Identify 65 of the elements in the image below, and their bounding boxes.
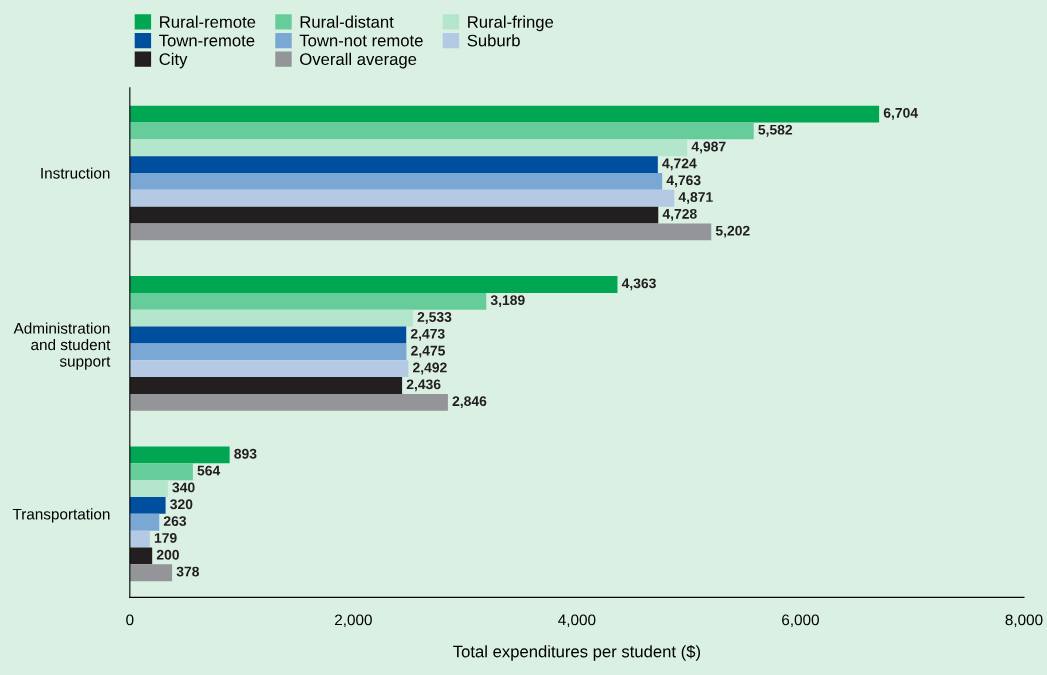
bar	[129, 446, 230, 464]
data-label: 2,475	[411, 345, 445, 358]
data-label: 2,492	[413, 362, 447, 375]
data-label: 5,582	[758, 124, 793, 137]
legend-label: Town-remote	[159, 34, 255, 47]
bar	[129, 105, 880, 123]
bar	[129, 326, 407, 344]
data-label: 564	[197, 465, 221, 476]
bar	[129, 292, 487, 310]
legend-label: City	[159, 52, 188, 69]
bar	[129, 393, 448, 411]
data-label: 4,871	[678, 192, 713, 204]
bar	[129, 547, 153, 565]
data-label: 2,436	[406, 379, 441, 392]
bar	[129, 206, 659, 224]
data-label: 340	[172, 482, 195, 493]
data-label: 3,189	[490, 295, 525, 308]
x-tick-label: 2,000	[335, 614, 372, 628]
y-tick-label: Instruction	[41, 167, 110, 179]
data-label: 378	[176, 566, 199, 577]
data-label: 4,763	[666, 175, 701, 188]
data-label: 263	[163, 516, 187, 527]
data-label: 6,704	[883, 107, 918, 120]
x-tick-label: 4,000	[558, 614, 596, 628]
data-label: 4,724	[662, 158, 697, 171]
data-label: 4,728	[662, 208, 697, 221]
data-label: 2,533	[417, 312, 452, 324]
bar	[129, 343, 407, 361]
legend-label: Rural-distant	[300, 15, 394, 28]
legend-label: Suburb	[467, 34, 520, 47]
data-label: 200	[156, 549, 179, 560]
data-label: 5,202	[715, 225, 750, 238]
legend-label: Rural-fringe	[468, 15, 554, 32]
bar	[129, 513, 160, 531]
x-tick-label: 6,000	[782, 614, 819, 628]
data-label: 2,473	[410, 328, 445, 341]
bar	[129, 309, 413, 327]
data-label: 2,846	[452, 396, 487, 409]
bar	[129, 360, 409, 378]
x-axis-title: Total expenditures per student ($)	[453, 644, 701, 661]
legend-label: Overall average	[300, 52, 417, 69]
bar	[129, 276, 618, 293]
y-tick-label: Transportation	[12, 508, 110, 523]
bar	[129, 377, 403, 394]
bar	[129, 156, 658, 173]
bar	[129, 480, 168, 498]
data-label: 179	[154, 533, 177, 543]
bar	[129, 189, 675, 207]
y-tick-label: Administration and student support	[13, 322, 111, 370]
legend-label: Town-not remote	[299, 34, 423, 47]
data-label: 320	[170, 499, 193, 510]
bar	[129, 463, 193, 481]
bar	[129, 122, 754, 140]
bar	[129, 172, 663, 190]
data-label: 4,987	[691, 141, 726, 154]
bar	[129, 139, 688, 157]
data-label: 893	[234, 448, 257, 459]
bar	[129, 530, 150, 548]
legend-label: Rural-remote	[160, 15, 256, 28]
data-label: 4,363	[621, 278, 656, 291]
bar	[129, 223, 712, 241]
bar	[129, 564, 173, 582]
bar	[129, 497, 166, 514]
x-tick-label: 8,000	[1005, 614, 1043, 628]
x-tick-label: 0	[126, 614, 134, 626]
